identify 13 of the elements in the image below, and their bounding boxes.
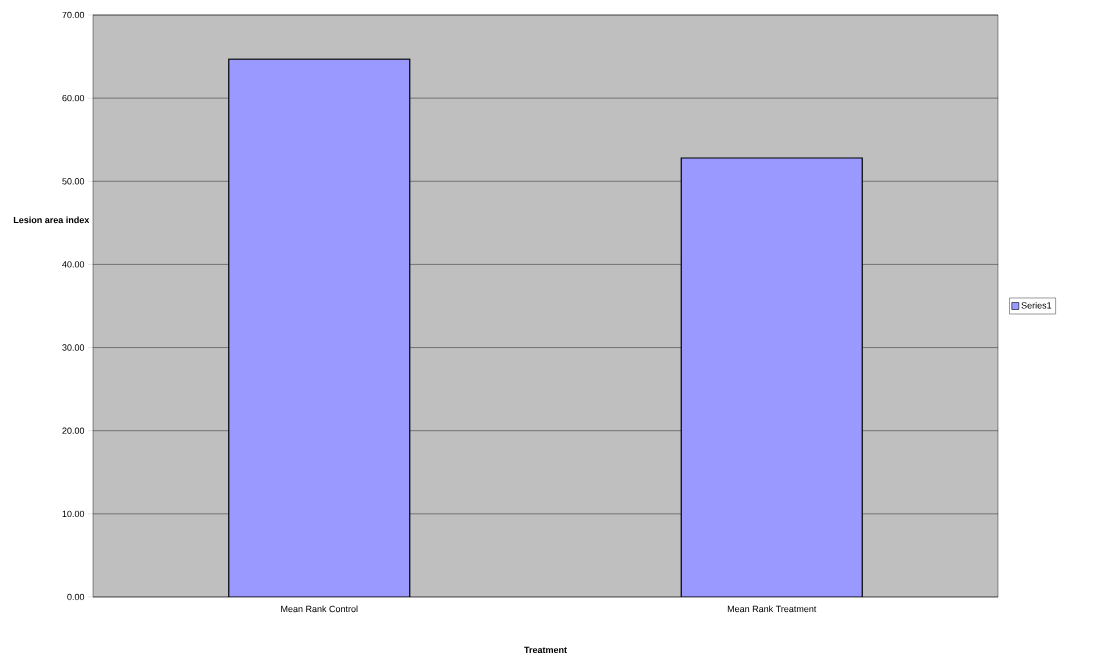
y-tick-label: 40.00 bbox=[62, 261, 85, 268]
y-tick-label: 20.00 bbox=[62, 427, 85, 434]
y-axis-title: Lesion area index bbox=[13, 216, 90, 224]
y-tick-label: 0.00 bbox=[67, 593, 85, 601]
y-tick-label: 50.00 bbox=[62, 178, 85, 185]
x-tick-label: Mean Rank Control bbox=[281, 605, 358, 613]
y-tick-label: 60.00 bbox=[62, 94, 85, 102]
x-axis-title: Treatment bbox=[524, 646, 567, 654]
y-tick-label: 70.00 bbox=[62, 11, 85, 19]
legend-label: Series1 bbox=[1021, 301, 1052, 309]
y-tick-label: 30.00 bbox=[62, 344, 85, 351]
y-tick-label: 10.00 bbox=[62, 510, 85, 518]
x-tick-label: Mean Rank Treatment bbox=[727, 605, 817, 613]
